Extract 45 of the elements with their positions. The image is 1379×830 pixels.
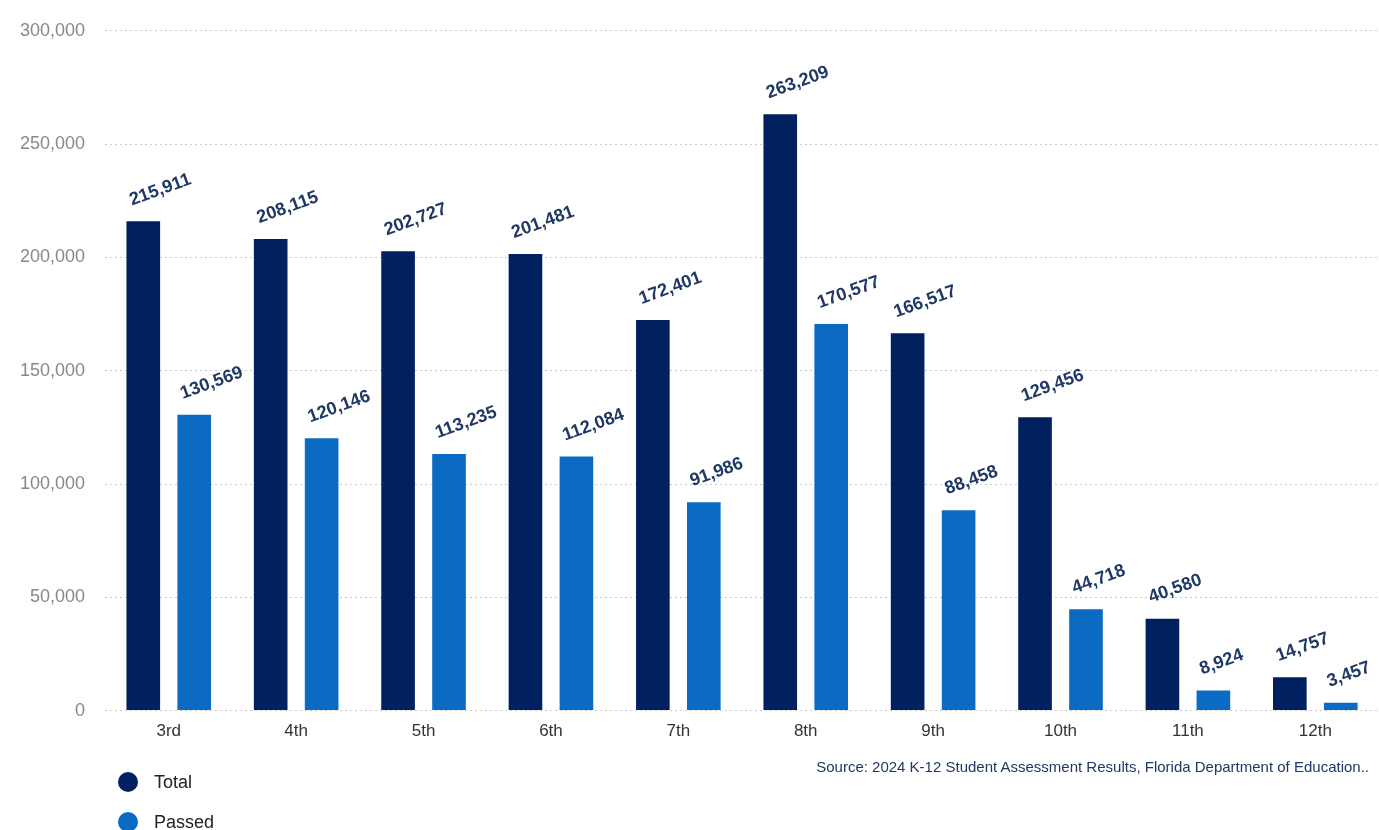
y-tick-label: 150,000 <box>19 359 86 380</box>
bar <box>304 438 339 711</box>
bar <box>508 254 543 711</box>
x-tick-label: 7th <box>666 721 691 741</box>
bar <box>687 502 721 711</box>
data-label: 88,458 <box>941 460 1001 499</box>
bar <box>814 324 849 711</box>
x-tick-label: 8th <box>793 721 818 741</box>
y-tick-label: 100,000 <box>19 472 86 493</box>
y-tick-label: 50,000 <box>30 586 86 607</box>
bar <box>763 114 798 711</box>
bar <box>432 454 466 711</box>
legend-label: Passed <box>154 811 215 830</box>
bar <box>1069 609 1103 711</box>
data-label: 91,986 <box>686 452 746 491</box>
legend-label: Total <box>154 771 193 793</box>
bar <box>941 510 976 711</box>
bar <box>1323 702 1358 711</box>
bar <box>1145 618 1180 711</box>
data-label: 44,718 <box>1069 559 1128 598</box>
y-tick-label: 0 <box>75 699 86 720</box>
bar <box>1273 677 1307 711</box>
data-label: 40,580 <box>1145 568 1205 607</box>
x-tick-label: 11th <box>1172 721 1204 741</box>
bar <box>890 333 925 711</box>
bar <box>381 251 415 711</box>
bar <box>1018 417 1052 711</box>
y-tick-label: 200,000 <box>19 246 86 267</box>
bar <box>177 414 212 711</box>
x-tick-label: 5th <box>411 721 436 741</box>
bar <box>253 239 288 711</box>
x-tick-label: 12th <box>1298 721 1332 741</box>
data-label: 8,924 <box>1196 644 1246 679</box>
bar <box>1196 690 1231 711</box>
bar <box>559 456 594 711</box>
x-tick-label: 4th <box>284 721 308 741</box>
x-tick-label: 3rd <box>156 721 182 741</box>
y-tick-label: 250,000 <box>19 133 86 154</box>
bar <box>126 221 161 711</box>
x-tick-label: 6th <box>539 721 563 741</box>
x-tick-label: 10th <box>1043 721 1078 741</box>
bar <box>636 319 670 711</box>
x-tick-label: 9th <box>921 721 945 741</box>
source-note: Source: 2024 K-12 Student Assessment Results, Florida Department of Education.. <box>816 758 1369 775</box>
y-tick-label: 300,000 <box>19 19 86 40</box>
